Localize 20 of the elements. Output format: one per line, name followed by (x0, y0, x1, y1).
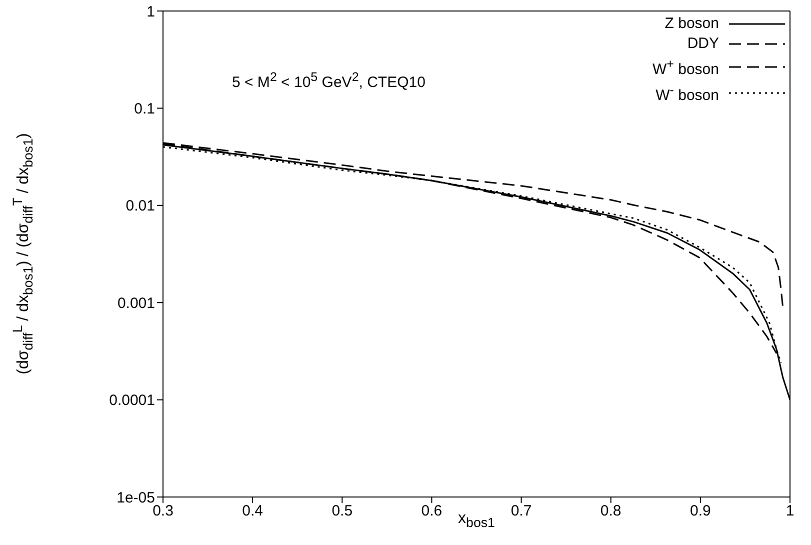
x-axis-title: x$_{bos1}$ (458, 510, 495, 530)
y-tick-label: 0.001 (117, 294, 155, 312)
x-tick-label: 0.5 (332, 502, 353, 520)
y-tick-label: 0.01 (126, 198, 155, 215)
legend-label: DDY (687, 34, 719, 54)
x-tick-label: 0.6 (421, 502, 442, 520)
y-tick-label: 1 (146, 3, 155, 20)
legend-label: W$^{+}$ boson (652, 56, 719, 80)
x-tick-label: 0.9 (690, 502, 711, 520)
annotation: 5 < M$^{2}$ < 10$^{5}$ GeV$^{2}$, CTEQ10 (232, 70, 426, 91)
legend-label: W$^{-}$ boson (656, 82, 719, 106)
y-tick-label: 1e-05 (116, 489, 155, 506)
legend-label: Z boson (664, 14, 719, 34)
x-tick-label: 0.4 (242, 502, 263, 520)
y-tick-label: 0.1 (134, 100, 155, 118)
x-tick-label: 0.8 (600, 502, 622, 520)
y-tick-label: 0.0001 (109, 392, 155, 410)
x-tick-label: 0.7 (510, 502, 532, 520)
x-tick-label: 0.3 (152, 502, 174, 520)
x-tick-label: 1 (786, 502, 794, 520)
